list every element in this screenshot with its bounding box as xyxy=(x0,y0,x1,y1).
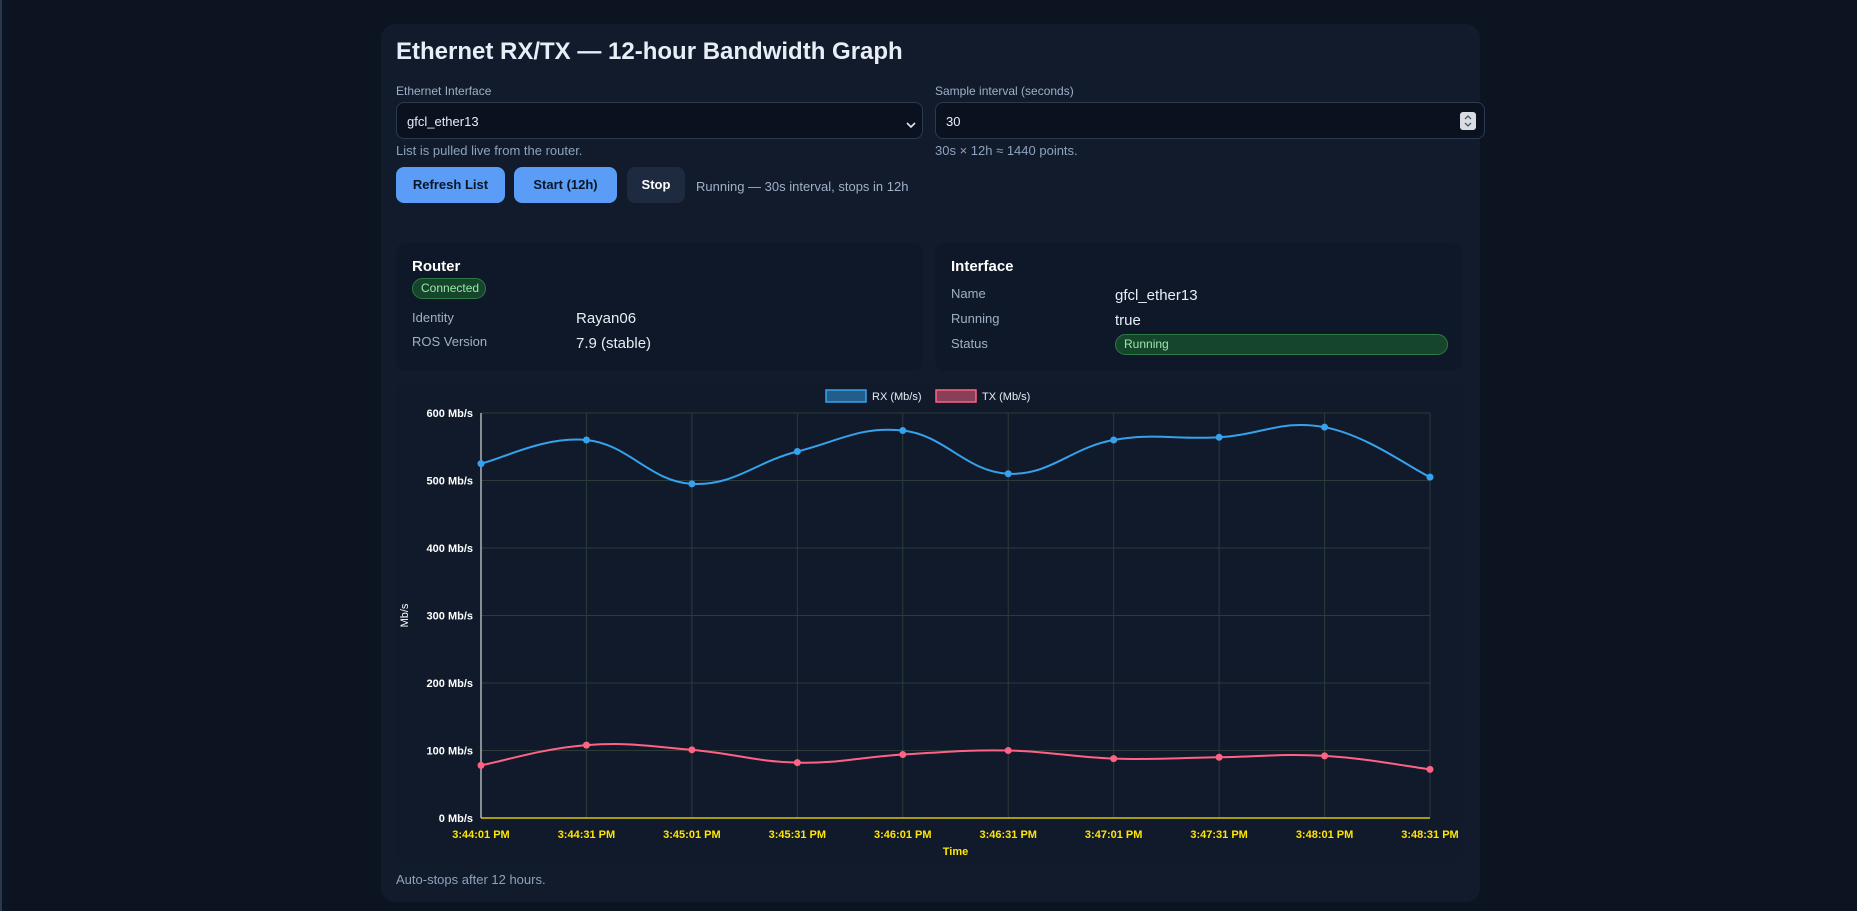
rx-data-point xyxy=(1110,436,1118,444)
auto-stop-note: Auto-stops after 12 hours. xyxy=(396,872,546,887)
tx-data-point xyxy=(793,759,801,767)
y-tick-label: 100 Mb/s xyxy=(427,746,473,758)
x-tick-label: 3:45:01 PM xyxy=(663,829,720,841)
y-tick-label: 400 Mb/s xyxy=(427,543,473,555)
tx-data-point xyxy=(688,746,696,754)
rx-data-point xyxy=(477,460,485,468)
x-tick-label: 3:47:01 PM xyxy=(1085,829,1142,841)
rx-data-point xyxy=(582,436,590,444)
status-label: Status xyxy=(951,336,988,351)
running-value: true xyxy=(1115,312,1141,329)
rx-data-point xyxy=(1215,433,1223,441)
interface-label: Ethernet Interface xyxy=(396,84,492,98)
tx-data-point xyxy=(1215,753,1223,761)
x-tick-label: 3:46:31 PM xyxy=(979,829,1036,841)
interval-spinner[interactable] xyxy=(1460,112,1476,130)
x-tick-label: 3:44:31 PM xyxy=(558,829,615,841)
interface-hint: List is pulled live from the router. xyxy=(396,143,583,158)
bandwidth-chart: 0 Mb/s 100 Mb/s 200 Mb/s 300 Mb/s 400 Mb/s 50… xyxy=(399,389,1459,858)
chevron-down-icon xyxy=(906,116,916,134)
start-button[interactable]: Start (12h) xyxy=(514,167,617,203)
chart-background xyxy=(396,382,1462,862)
tx-data-point xyxy=(1004,747,1012,754)
stop-button[interactable]: Stop xyxy=(627,167,685,203)
rx-data-point xyxy=(1426,473,1434,481)
y-tick-label: 300 Mb/s xyxy=(427,611,473,623)
tx-data-point xyxy=(1426,765,1434,773)
identity-value: Rayan06 xyxy=(576,310,637,327)
rx-legend-label: RX (Mb/s) xyxy=(872,391,922,403)
identity-label: Identity xyxy=(412,310,454,325)
tx-series-line xyxy=(480,743,1431,771)
interface-select[interactable]: gfcl_ether13 xyxy=(396,102,923,139)
refresh-list-button[interactable]: Refresh List xyxy=(396,167,505,203)
tx-data-point xyxy=(582,741,590,749)
tx-data-point xyxy=(899,751,907,759)
page-title: Ethernet RX/TX — 12-hour Bandwidth Graph xyxy=(396,38,903,65)
running-status-badge: Running xyxy=(1115,334,1448,355)
page-edge xyxy=(0,0,2,911)
router-panel-title: Router xyxy=(412,258,461,275)
y-tick-label: 500 Mb/s xyxy=(427,476,473,488)
interface-select-value: gfcl_ether13 xyxy=(407,114,479,129)
name-value: gfcl_ether13 xyxy=(1115,287,1198,304)
y-tick-label: 0 Mb/s xyxy=(439,813,473,825)
x-tick-label: 3:46:01 PM xyxy=(874,829,931,841)
ros-version-label: ROS Version xyxy=(412,334,488,349)
rx-data-point xyxy=(688,480,696,488)
interval-label: Sample interval (seconds) xyxy=(935,84,1074,98)
rx-legend-swatch xyxy=(825,389,867,403)
tx-data-point xyxy=(1321,752,1329,760)
tx-legend-swatch xyxy=(935,389,977,403)
router-panel xyxy=(396,243,923,371)
connected-badge: Connected xyxy=(412,278,486,299)
interval-hint: 30s × 12h ≈ 1440 points. xyxy=(935,143,1078,158)
x-tick-label: 3:48:01 PM xyxy=(1296,829,1353,841)
ros-version-value: 7.9 (stable) xyxy=(576,335,652,352)
rx-series-line xyxy=(480,423,1431,485)
rx-data-point xyxy=(793,447,801,455)
interval-input[interactable]: 30 xyxy=(935,102,1485,139)
interval-input-value: 30 xyxy=(946,114,961,129)
interface-panel-title: Interface xyxy=(951,258,1014,275)
y-tick-label: 200 Mb/s xyxy=(427,678,473,690)
x-tick-label: 3:47:31 PM xyxy=(1190,829,1247,841)
y-tick-label: 600 Mb/s xyxy=(427,408,473,420)
name-label: Name xyxy=(951,286,986,301)
x-tick-label: 3:44:01 PM xyxy=(452,829,509,841)
x-tick-label: 3:48:31 PM xyxy=(1401,829,1458,841)
rx-data-point xyxy=(899,427,907,435)
tx-data-point xyxy=(1110,755,1118,763)
run-status-text: Running — 30s interval, stops in 12h xyxy=(696,179,909,194)
tx-data-point xyxy=(477,761,485,769)
y-axis-title: Mb/s xyxy=(399,603,411,627)
rx-data-point xyxy=(1321,423,1329,431)
running-label: Running xyxy=(951,311,1000,326)
rx-data-point xyxy=(1004,470,1012,478)
x-axis-title: Time xyxy=(943,846,968,858)
x-tick-label: 3:45:31 PM xyxy=(769,829,826,841)
tx-legend-label: TX (Mb/s) xyxy=(982,391,1030,403)
